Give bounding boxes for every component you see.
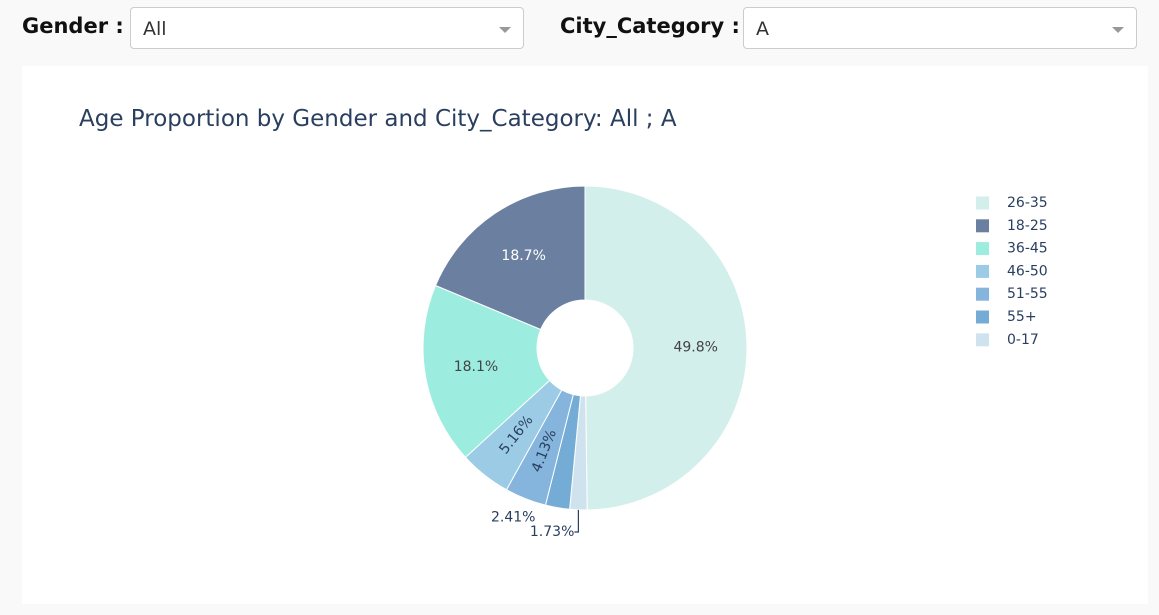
slice-label-26-35: 49.8% (673, 339, 717, 355)
chart-title: Age Proportion by Gender and City_Catego… (79, 106, 677, 132)
city-category-dropdown[interactable]: A (743, 7, 1137, 49)
pie-slices (422, 185, 748, 511)
gender-dropdown[interactable]: All (130, 7, 524, 49)
city-category-dropdown-value: A (756, 18, 769, 40)
legend-label-51-55[interactable]: 51-55 (1007, 286, 1048, 302)
pie-slice-36-45[interactable] (422, 284, 551, 459)
legend-swatch-55[interactable] (976, 310, 989, 324)
gender-filter-label: Gender : (22, 14, 124, 38)
legend-label-36-45[interactable]: 36-45 (1007, 241, 1048, 257)
legend-swatch-51-55[interactable] (976, 287, 989, 301)
legend-label-0-17[interactable]: 0-17 (1007, 332, 1039, 348)
legend-label-46-50[interactable]: 46-50 (1007, 263, 1048, 279)
slice-label-0-17: 1.73% (530, 524, 574, 540)
city-category-filter-label: City_Category : (560, 14, 740, 38)
legend-label-26-35[interactable]: 26-35 (1007, 195, 1048, 211)
pie-chart: Age Proportion by Gender and City_Catego… (79, 106, 1048, 540)
legend-label-18-25[interactable]: 18-25 (1007, 218, 1048, 234)
slice-label-36-45: 18.1% (454, 359, 498, 375)
chevron-down-icon[interactable] (1112, 27, 1124, 33)
legend-swatch-18-25[interactable] (976, 219, 989, 233)
legend-swatch-36-45[interactable] (976, 242, 989, 256)
slice-label-18-25: 18.7% (501, 248, 545, 264)
pie-slice-26-35[interactable] (584, 185, 748, 511)
chevron-down-icon[interactable] (499, 27, 511, 33)
legend-swatch-46-50[interactable] (976, 264, 989, 278)
gender-dropdown-value: All (143, 18, 167, 40)
legend-label-55[interactable]: 55+ (1007, 309, 1037, 325)
slice-label-55: 2.41% (491, 510, 535, 526)
chart-legend: 26-35 18-25 36-45 46-50 51-55 55+ 0-17 (976, 195, 1048, 348)
chart-panel: Age Proportion by Gender and City_Catego… (22, 66, 1148, 604)
pie-slice-18-25[interactable] (434, 185, 586, 331)
legend-swatch-26-35[interactable] (976, 196, 989, 210)
leader-line-0-17 (574, 509, 579, 533)
legend-swatch-0-17[interactable] (976, 333, 989, 347)
